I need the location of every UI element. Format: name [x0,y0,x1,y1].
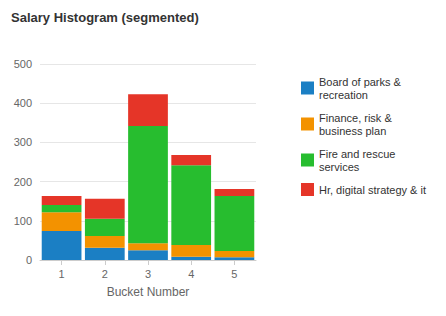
svg-text:Finance, risk &: Finance, risk & [319,112,395,124]
svg-text:3: 3 [145,268,151,280]
svg-text:500: 500 [14,58,32,70]
svg-text:business plan: business plan [319,125,386,137]
svg-text:Board of parks &: Board of parks & [319,76,404,88]
svg-text:recreation: recreation [319,89,368,101]
svg-text:services: services [319,161,360,173]
svg-text:2: 2 [102,268,108,280]
svg-text:Hr, digital strategy & it: Hr, digital strategy & it [319,184,426,196]
svg-text:100: 100 [14,215,32,227]
svg-text:300: 300 [14,136,32,148]
svg-text:1: 1 [59,268,65,280]
svg-text:5: 5 [231,268,237,280]
svg-text:400: 400 [14,97,32,109]
svg-text:Salary Histogram (segmented): Salary Histogram (segmented) [11,10,199,25]
svg-text:Bucket Number: Bucket Number [107,285,190,299]
svg-text:0: 0 [26,254,32,266]
svg-text:4: 4 [188,268,194,280]
svg-text:Fire and rescue: Fire and rescue [319,148,398,160]
svg-text:200: 200 [14,176,32,188]
